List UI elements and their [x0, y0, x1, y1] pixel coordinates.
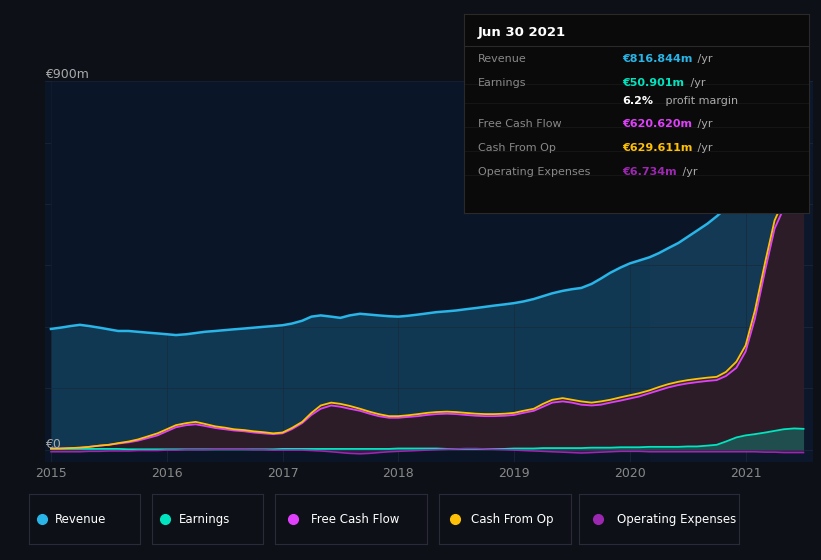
- Text: profit margin: profit margin: [662, 96, 738, 105]
- Text: /yr: /yr: [679, 167, 698, 177]
- Text: Revenue: Revenue: [55, 512, 107, 526]
- Text: Jun 30 2021: Jun 30 2021: [478, 26, 566, 39]
- Text: /yr: /yr: [695, 54, 713, 64]
- Text: €50.901m: €50.901m: [622, 78, 685, 87]
- Text: Operating Expenses: Operating Expenses: [617, 512, 736, 526]
- Text: /yr: /yr: [686, 78, 705, 87]
- Text: Earnings: Earnings: [178, 512, 230, 526]
- Text: 6.2%: 6.2%: [622, 96, 654, 105]
- Text: €620.620m: €620.620m: [622, 119, 692, 129]
- Text: €629.611m: €629.611m: [622, 143, 693, 153]
- Text: €816.844m: €816.844m: [622, 54, 693, 64]
- Text: Earnings: Earnings: [478, 78, 526, 87]
- Text: /yr: /yr: [695, 143, 713, 153]
- Text: Cash From Op: Cash From Op: [478, 143, 556, 153]
- Text: €900m: €900m: [45, 68, 89, 81]
- Text: Operating Expenses: Operating Expenses: [478, 167, 590, 177]
- Text: Revenue: Revenue: [478, 54, 526, 64]
- Bar: [649, 81, 813, 462]
- Text: /yr: /yr: [695, 119, 713, 129]
- Text: Cash From Op: Cash From Op: [470, 512, 553, 526]
- Text: Free Cash Flow: Free Cash Flow: [311, 512, 400, 526]
- Text: €6.734m: €6.734m: [622, 167, 677, 177]
- Text: Free Cash Flow: Free Cash Flow: [478, 119, 562, 129]
- Text: €0: €0: [45, 438, 61, 451]
